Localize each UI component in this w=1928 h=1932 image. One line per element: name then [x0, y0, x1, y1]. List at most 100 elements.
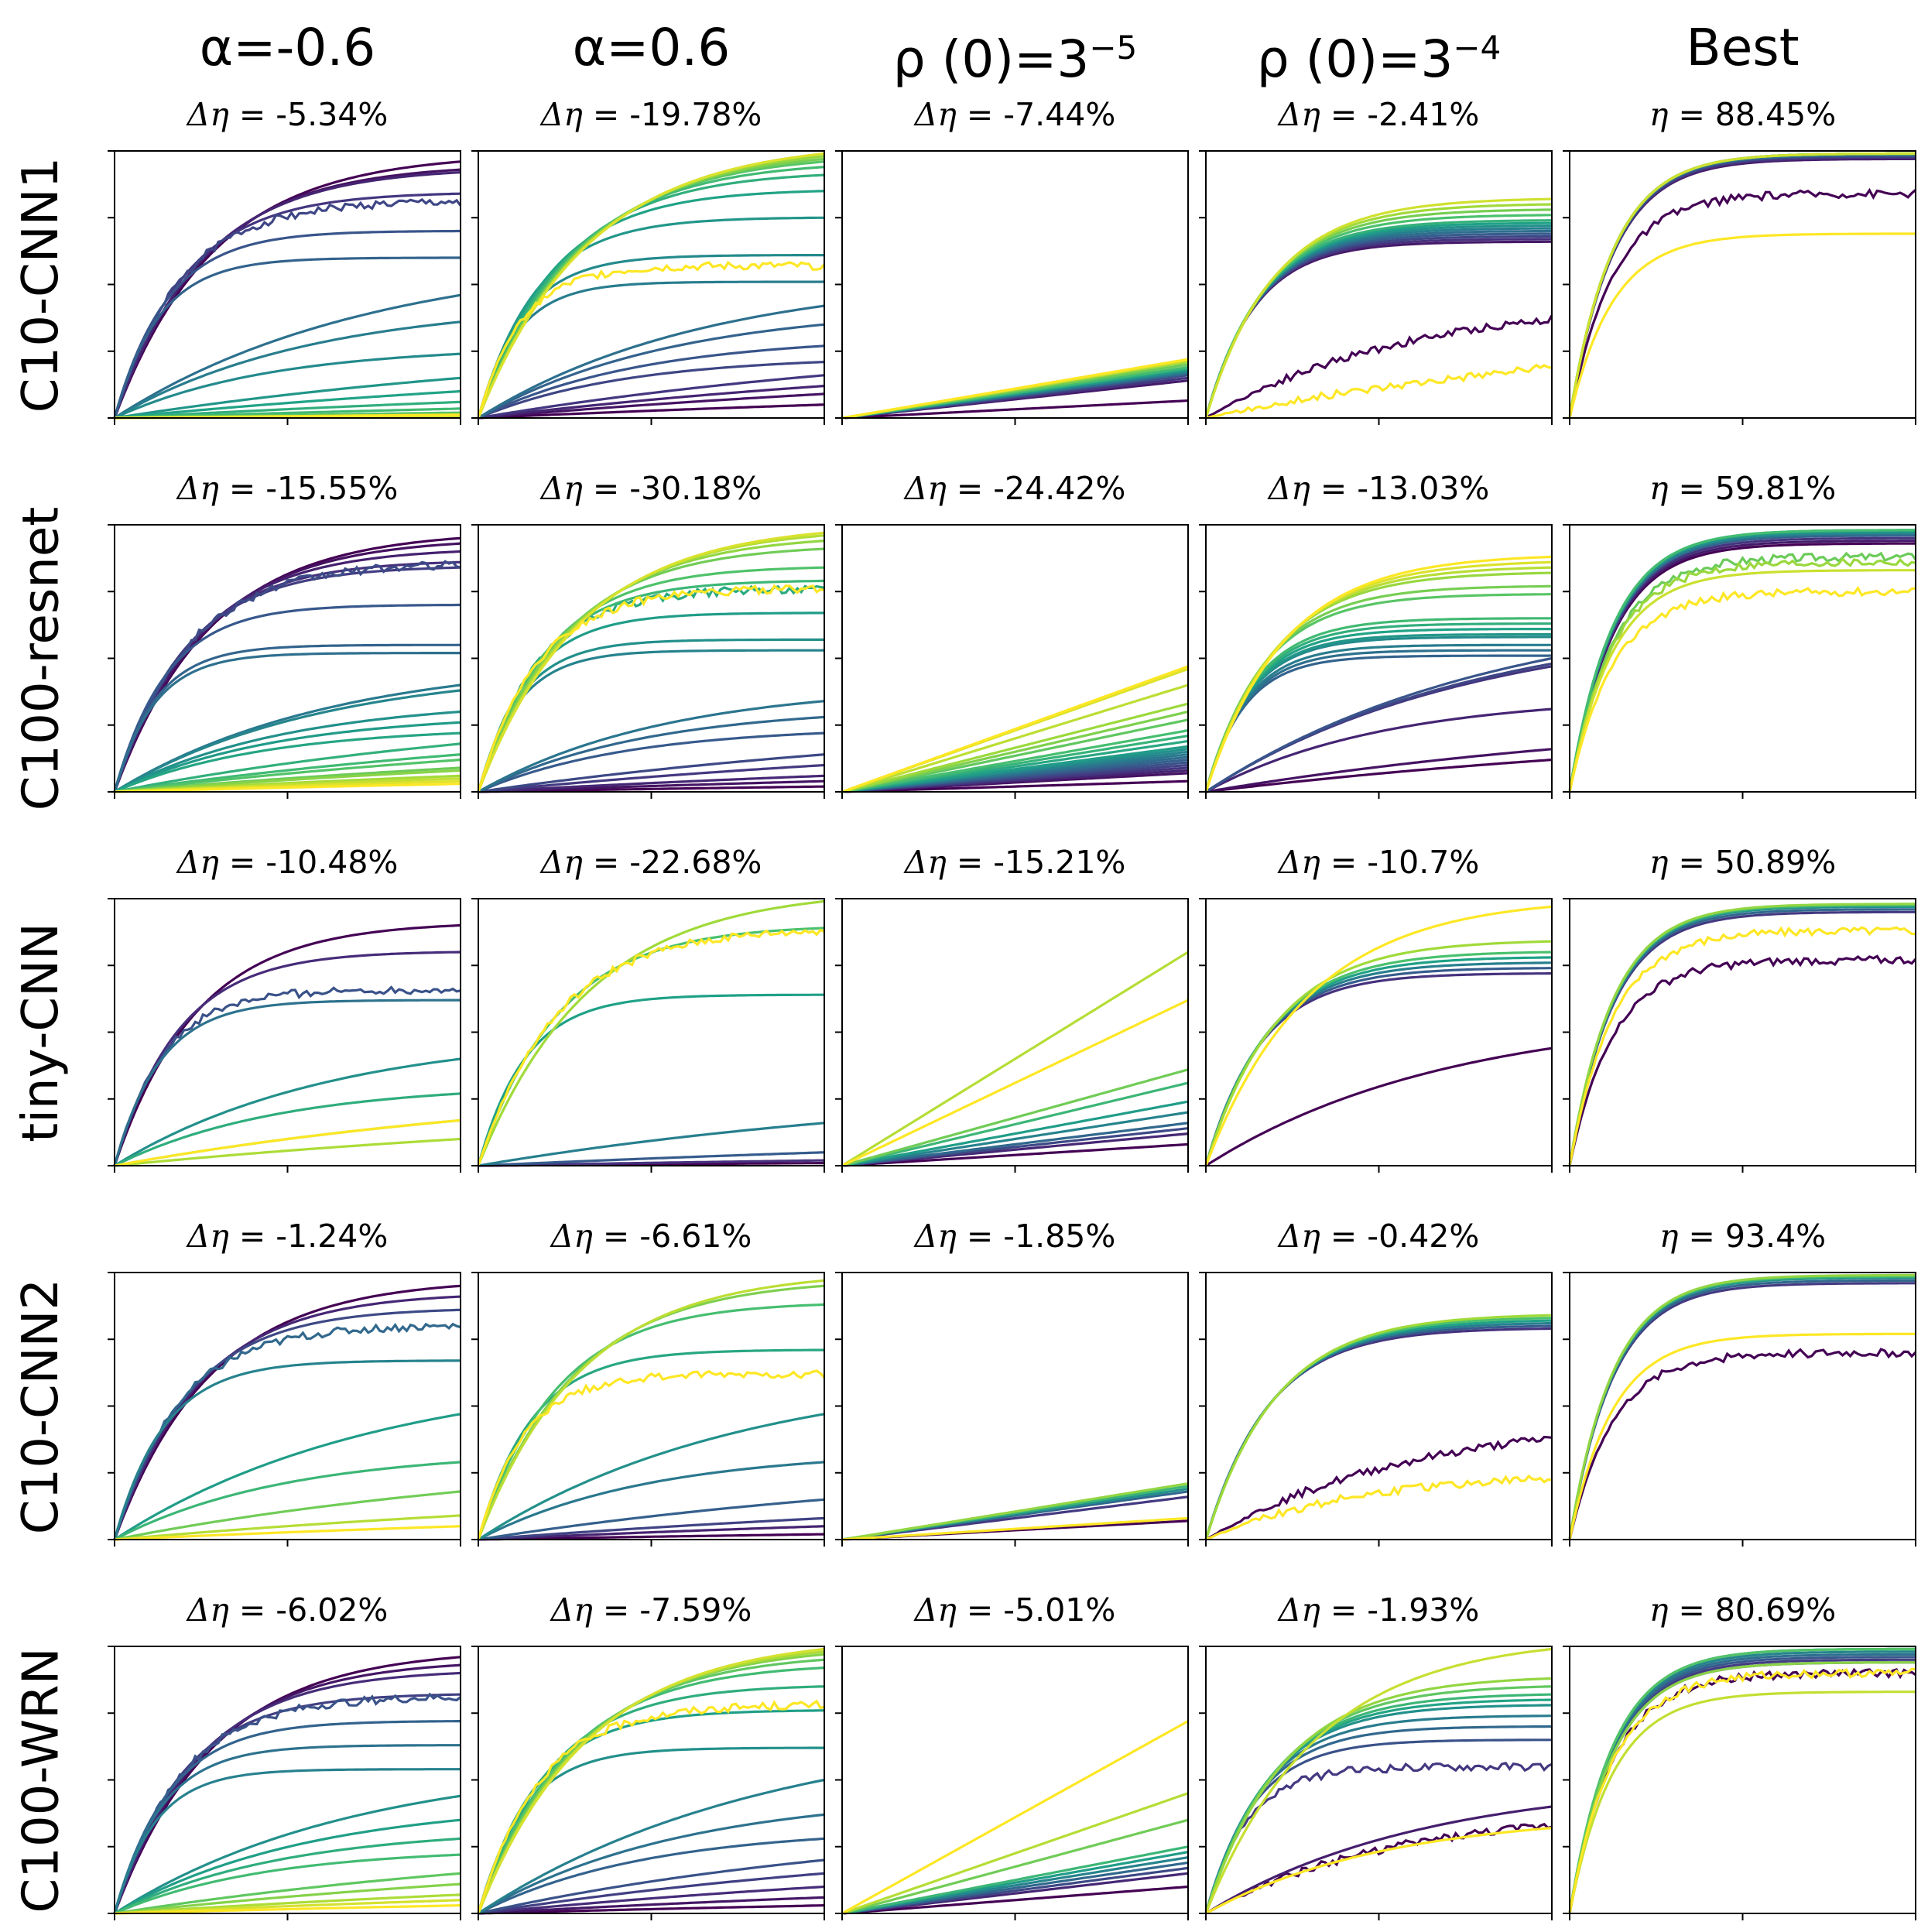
panel-plot: [471, 150, 826, 425]
panel-title-value: = 93.4%: [1678, 1218, 1827, 1255]
row-header-label: C10-CNN1: [12, 156, 70, 413]
series-line: [478, 731, 825, 793]
column-header: Best: [1561, 9, 1925, 87]
series-line: [841, 1081, 1189, 1167]
series-line: [478, 1904, 825, 1915]
series-line: [477, 1647, 825, 1914]
panel-title: Δη = -7.59%: [470, 1591, 834, 1629]
series-line: [841, 1100, 1189, 1167]
series-line: [841, 1792, 1189, 1915]
panel-title: Δη = -15.21%: [834, 843, 1197, 882]
series-line: [1204, 617, 1552, 793]
axes-frame: [841, 898, 1189, 1166]
series-line: [478, 385, 825, 420]
series-line: [114, 731, 461, 793]
panel-title-symbol: Δη: [550, 1591, 593, 1629]
series-line: [113, 1656, 461, 1914]
series-line: [1204, 643, 1553, 793]
panel-title-value: = 80.69%: [1668, 1591, 1837, 1629]
column-header-label: Best: [1686, 18, 1800, 77]
series-line: [1568, 1667, 1916, 1914]
panel-title: Δη = -30.18%: [470, 469, 834, 508]
series-line: [1204, 1319, 1553, 1540]
series-line: [1568, 1667, 1916, 1914]
series-line: [113, 1284, 461, 1540]
column-header: α=-0.6: [106, 9, 470, 87]
panel-title: Δη = -13.03%: [1197, 469, 1561, 508]
series-line: [113, 1744, 461, 1914]
series-line: [1568, 904, 1916, 1166]
series-line: [1204, 1327, 1553, 1540]
column-header-label: ρ (0)=3: [892, 29, 1090, 89]
series-line: [113, 643, 461, 793]
series-line: [477, 1699, 825, 1914]
series-line: [1204, 224, 1552, 419]
series-line: [1204, 1738, 1552, 1914]
series-line: [114, 1818, 461, 1915]
panel-title-value: = -6.02%: [228, 1591, 389, 1629]
series-line: [478, 1858, 825, 1915]
panel-plot: [108, 1646, 461, 1920]
series-line: [1568, 529, 1916, 793]
panel-title: η = 59.81%: [1561, 469, 1925, 508]
panel-title-value: = -22.68%: [582, 844, 762, 881]
row-header: tiny-CNN: [12, 899, 70, 1166]
panel-title-value: = -30.18%: [582, 470, 762, 507]
panel-title-symbol: Δη: [914, 96, 957, 133]
series-line: [1204, 227, 1552, 419]
series-line: [1568, 232, 1916, 419]
panel-title-symbol: Δη: [1278, 96, 1320, 133]
series-line: [1568, 557, 1916, 793]
series-line: [477, 1650, 825, 1914]
series-line: [113, 652, 461, 793]
panel-title: Δη = -0.42%: [1197, 1217, 1561, 1255]
series-line: [113, 256, 461, 419]
axes-frame: [841, 1646, 1189, 1914]
series-line: [841, 665, 1189, 793]
series-line: [841, 729, 1189, 793]
series-line: [1205, 1435, 1553, 1541]
series-line: [1568, 1690, 1916, 1914]
panel-title-symbol: Δη: [904, 470, 947, 507]
panel-plot: [471, 898, 825, 1173]
series-line: [1568, 1653, 1916, 1914]
series-line: [114, 783, 461, 793]
panel-title: Δη = -1.85%: [834, 1217, 1197, 1255]
panel-plot: [108, 1272, 461, 1547]
series-line: [1204, 1761, 1553, 1914]
series-line: [114, 759, 461, 793]
panel-title: η = 80.69%: [1561, 1591, 1925, 1629]
panel-plot: [1199, 150, 1553, 425]
series-line: [114, 689, 461, 793]
series-line: [113, 197, 462, 419]
series-line: [477, 993, 824, 1166]
series-line: [1568, 1348, 1917, 1540]
series-line: [113, 542, 461, 793]
series-line: [478, 1413, 825, 1541]
series-line: [1568, 551, 1917, 793]
panel-title-symbol: η: [1649, 470, 1669, 507]
series-line: [1568, 152, 1916, 419]
series-line: [477, 1279, 825, 1540]
series-line: [478, 1159, 825, 1167]
panel-plot: [1563, 1272, 1917, 1547]
panel-title-symbol: Δη: [1278, 1218, 1320, 1255]
series-line: [1205, 1805, 1553, 1915]
panel-title-symbol: η: [1649, 844, 1669, 881]
panel-plot: [108, 150, 462, 425]
series-line: [114, 293, 461, 420]
series-line: [114, 400, 461, 420]
series-line: [477, 540, 825, 793]
panel-title-symbol: Δη: [914, 1218, 957, 1255]
series-line: [477, 152, 825, 419]
row-header: C100-resnet: [12, 506, 70, 810]
series-line: [114, 1872, 461, 1915]
series-line: [478, 392, 825, 420]
axes-frame: [1569, 1646, 1916, 1914]
panel-plot: [835, 1646, 1189, 1920]
series-line: [478, 361, 825, 420]
panel-title-value: = -24.42%: [946, 470, 1126, 507]
panel-title-symbol: η: [1659, 1218, 1679, 1255]
series-line: [1568, 531, 1916, 793]
series-line: [478, 1778, 825, 1915]
